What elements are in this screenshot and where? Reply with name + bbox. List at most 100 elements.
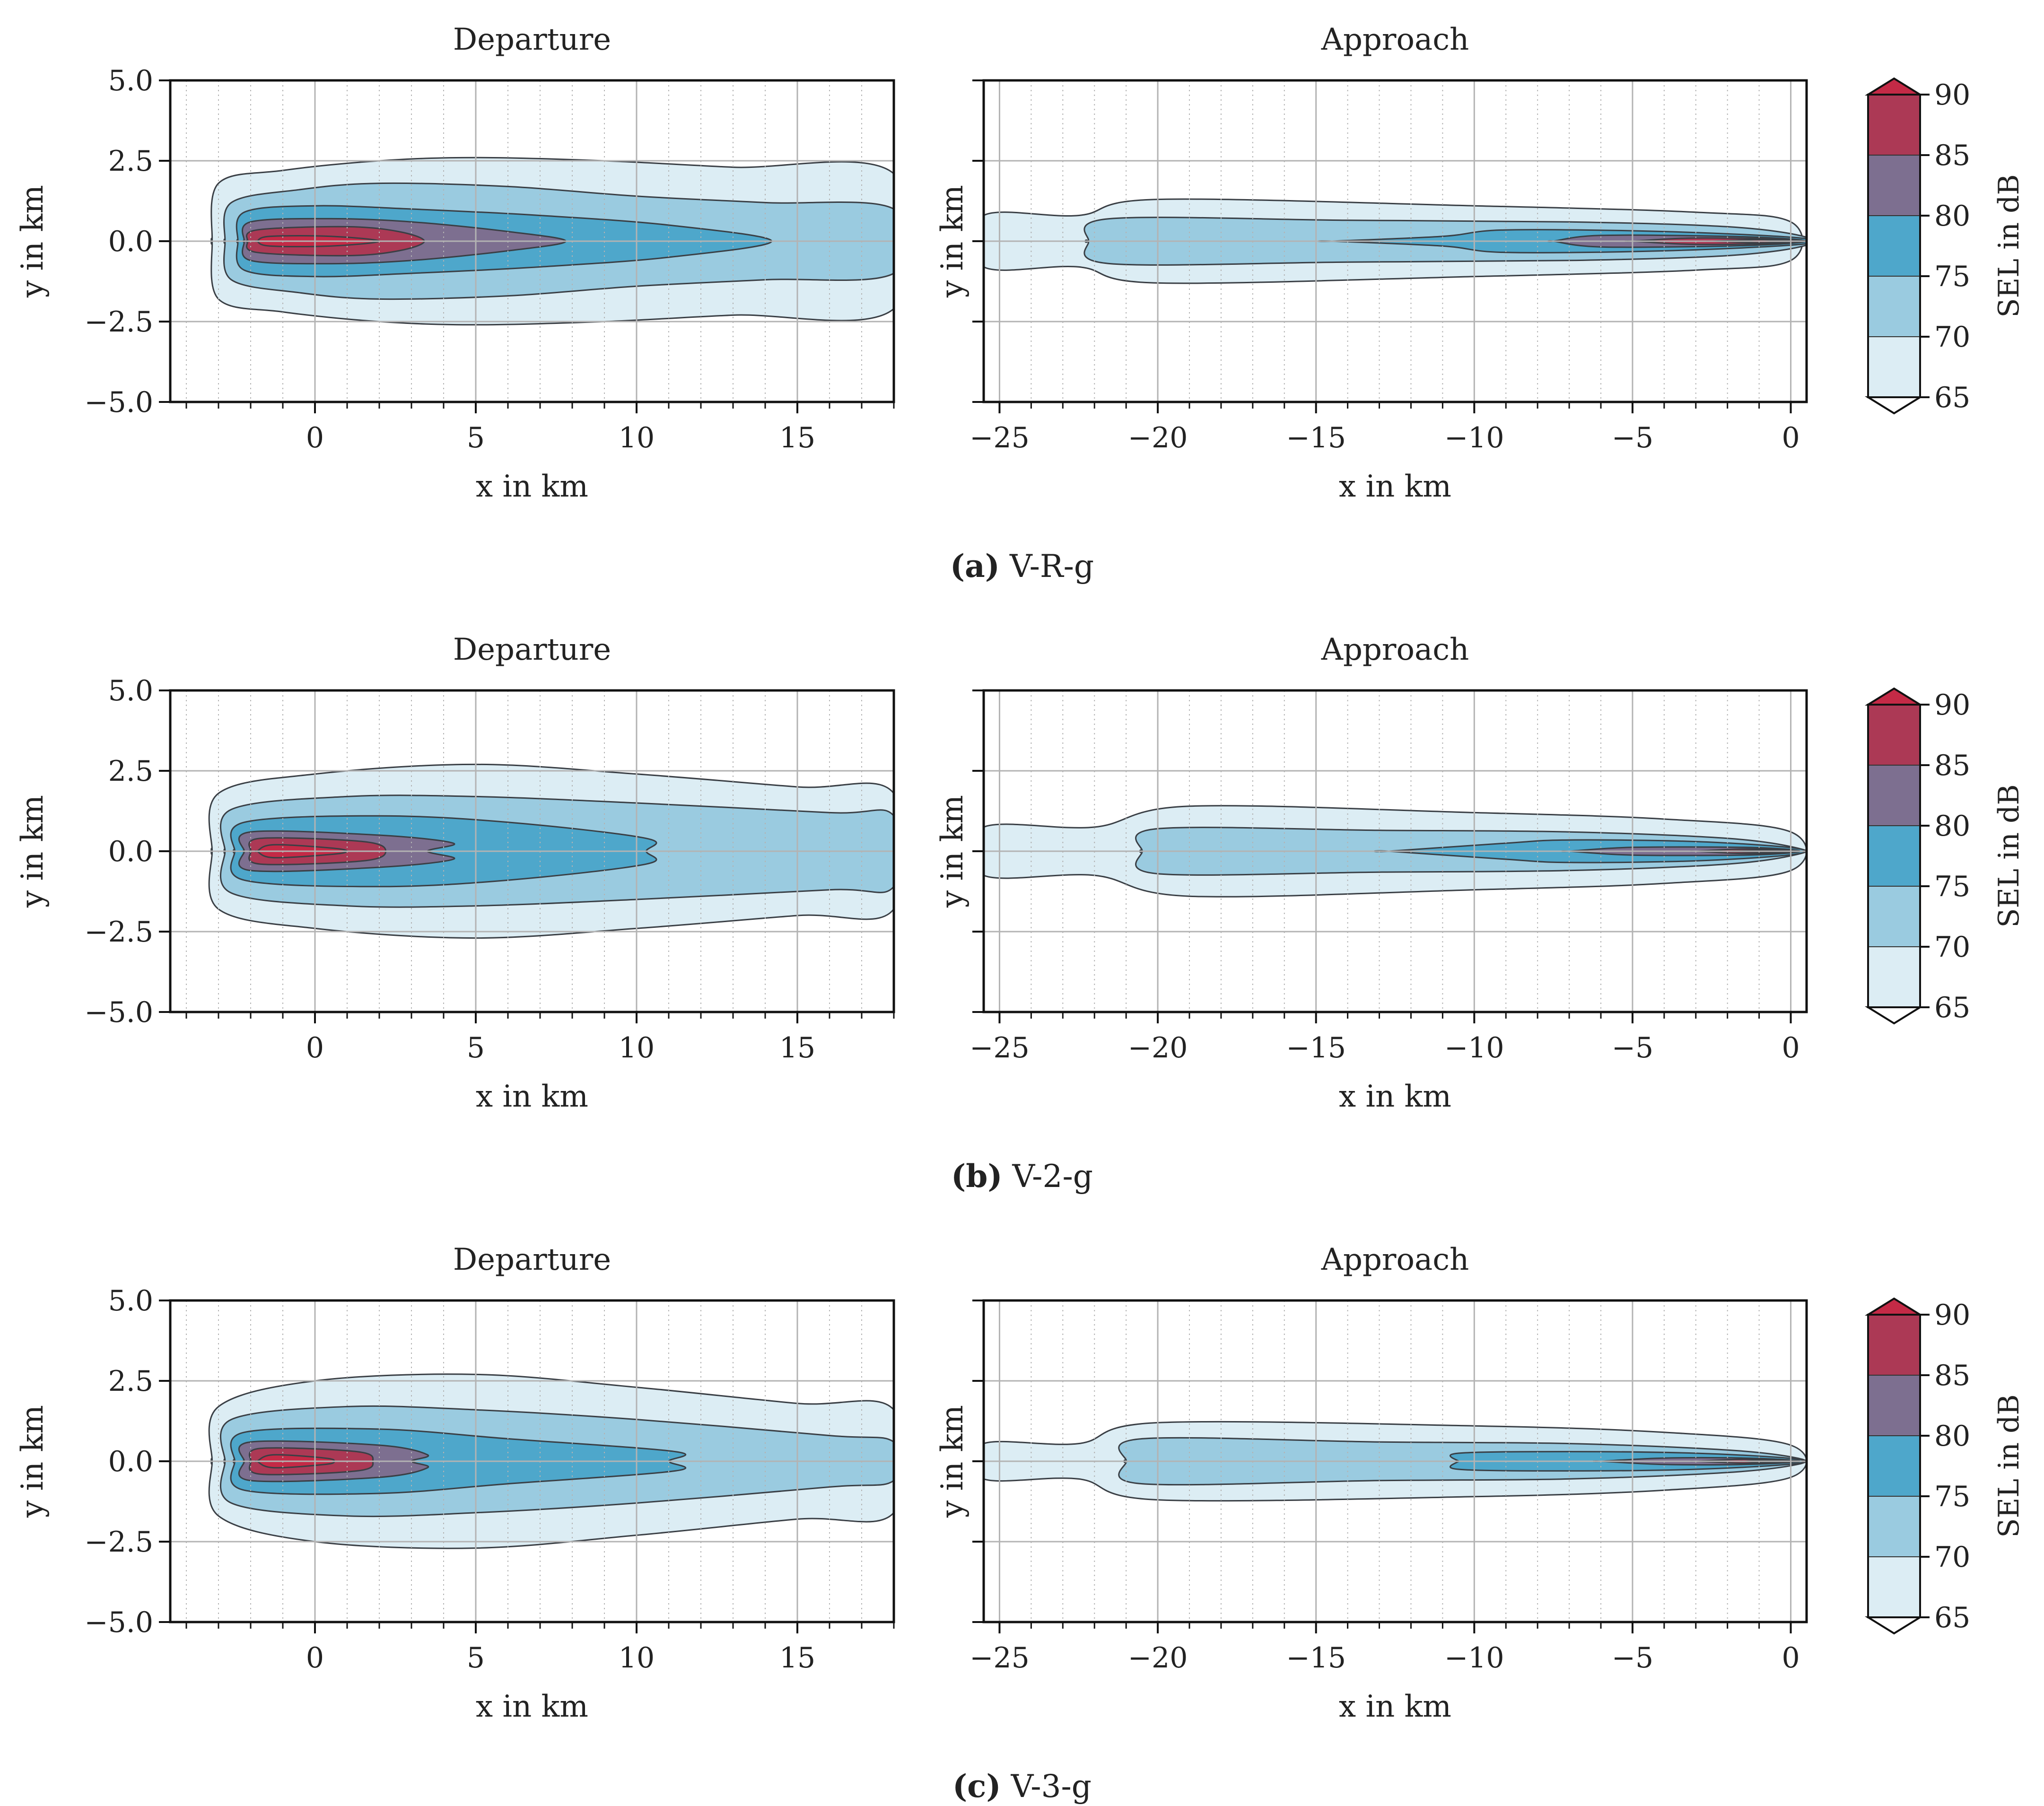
x-tick-label: 5 [467,421,485,454]
x-tick-label: 0 [306,421,324,454]
approach-xlabel: x in km [1339,1689,1451,1724]
departure-2-contours [170,1300,894,1622]
approach-xlabel: x in km [1339,1079,1451,1114]
approach-1-contours [984,690,1807,1012]
caption-letter: (c) [952,1768,1001,1805]
y-tick-label: 2.5 [108,1365,153,1398]
colorbar-band-65 [1868,946,1921,1008]
y-tick-label: 2.5 [108,755,153,788]
x-tick-label: 10 [619,421,655,454]
x-tick-label: −25 [970,1031,1030,1064]
colorbar-tick-label: 80 [1934,1420,1970,1453]
departure-0-axes: 0 5 10 15 5.0 2.5 0.0 −2.5 −5.0 [84,64,895,454]
y-tick-label: 5.0 [108,1284,153,1317]
x-tick-label: −10 [1444,421,1504,454]
colorbar-tick-label: 75 [1934,870,1970,903]
colorbar-band-85 [1868,94,1921,156]
x-tick-label: −15 [1286,1641,1346,1675]
y-tick-label: 5.0 [108,674,153,707]
colorbar-band-85 [1868,704,1921,766]
departure-1-contours [170,690,894,1012]
x-tick-label: −20 [1128,1031,1188,1064]
subfigure-caption: (b) V-2-g [951,1158,1093,1195]
colorbar-tick-label: 85 [1934,139,1970,172]
x-tick-label: −10 [1444,1031,1504,1064]
y-tick-label: 2.5 [108,145,153,178]
colorbar-tick-label: 85 [1934,1359,1970,1392]
colorbar-tick-label: 70 [1934,1541,1970,1574]
colorbar-tick-label: 65 [1934,381,1970,414]
x-tick-label: −25 [970,421,1030,454]
x-tick-label: 0 [306,1031,324,1064]
colorbar-tick-label: 70 [1934,931,1970,964]
x-tick-label: 5 [467,1031,485,1064]
subfigure-caption: (c) V-3-g [952,1768,1092,1805]
approach-0-contours [984,80,1807,402]
y-tick-label: −2.5 [84,305,153,339]
colorbar-frame [1867,94,1921,398]
x-tick-label: −25 [970,1641,1030,1675]
x-tick-label: 15 [779,1031,815,1064]
x-tick-label: −15 [1286,421,1346,454]
departure-xlabel: x in km [476,1079,588,1114]
colorbar-tick-label: 90 [1934,689,1970,722]
y-tick-label: 5.0 [108,64,153,97]
departure-2-axes: 0 5 10 15 5.0 2.5 0.0 −2.5 −5.0 [84,1284,895,1675]
y-tick-label: −5.0 [84,1606,153,1639]
approach-2-axes: −25 −20 −15 −10 −5 0 [970,1299,1808,1675]
caption-letter: (b) [951,1158,1003,1195]
caption-text: V-3-g [1001,1768,1092,1805]
y-tick-label: −2.5 [84,916,153,949]
colorbar-band-80 [1868,1375,1921,1436]
x-tick-label: 0 [1782,1641,1799,1675]
y-tick-label: 0.0 [108,225,153,258]
departure-xlabel: x in km [476,469,588,504]
y-tick-label: 0.0 [108,835,153,868]
approach-ylabel: y in km [935,1405,970,1518]
x-tick-label: 0 [306,1641,324,1675]
colorbar-tick-label: 90 [1934,1299,1970,1332]
colorbar-frame [1867,704,1921,1008]
x-tick-label: −10 [1444,1641,1504,1675]
colorbar-band-85 [1868,1314,1921,1376]
departure-ylabel: y in km [15,1405,50,1518]
departure-xlabel: x in km [476,1689,588,1724]
x-tick-label: 15 [779,1641,815,1675]
y-tick-label: 0.0 [108,1445,153,1478]
colorbar-band-65 [1868,336,1921,398]
caption-text: V-2-g [1003,1158,1093,1195]
colorbar-label: SEL in dB [1992,784,2026,927]
x-tick-label: −20 [1128,1641,1188,1675]
colorbar: 65 70 75 80 85 90 SEL in dB [1864,687,2026,1025]
colorbar-tick-label: 75 [1934,260,1970,293]
x-tick-label: 0 [1782,421,1799,454]
colorbar-band-75 [1868,1435,1921,1497]
colorbar: 65 70 75 80 85 90 SEL in dB [1864,77,2026,415]
approach-1-axes: −25 −20 −15 −10 −5 0 [970,689,1808,1064]
departure-0-contours [170,80,894,402]
colorbar-band-70 [1868,886,1921,947]
departure-title: Departure [453,632,611,667]
subfigure-caption: (a) V-R-g [950,548,1094,585]
colorbar: 65 70 75 80 85 90 SEL in dB [1864,1297,2026,1635]
colorbar-tick-label: 80 [1934,810,1970,843]
caption-text: V-R-g [1000,548,1094,585]
approach-xlabel: x in km [1339,469,1451,504]
colorbar-tick-label: 65 [1934,1601,1970,1634]
colorbar-frame [1867,1314,1921,1618]
colorbar-tick-label: 70 [1934,321,1970,354]
approach-title: Approach [1321,22,1469,57]
colorbar-tick-label: 75 [1934,1480,1970,1513]
departure-title: Departure [453,1242,611,1277]
departure-1-axes: 0 5 10 15 5.0 2.5 0.0 −2.5 −5.0 [84,674,895,1064]
x-tick-label: 15 [779,421,815,454]
x-tick-label: 10 [619,1031,655,1064]
y-tick-label: −2.5 [84,1526,153,1559]
colorbar-tick-label: 65 [1934,991,1970,1024]
x-tick-label: 0 [1782,1031,1799,1064]
approach-2-contours [984,1300,1807,1622]
colorbar-band-75 [1868,215,1921,277]
colorbar-band-80 [1868,765,1921,826]
colorbar-band-80 [1868,155,1921,216]
